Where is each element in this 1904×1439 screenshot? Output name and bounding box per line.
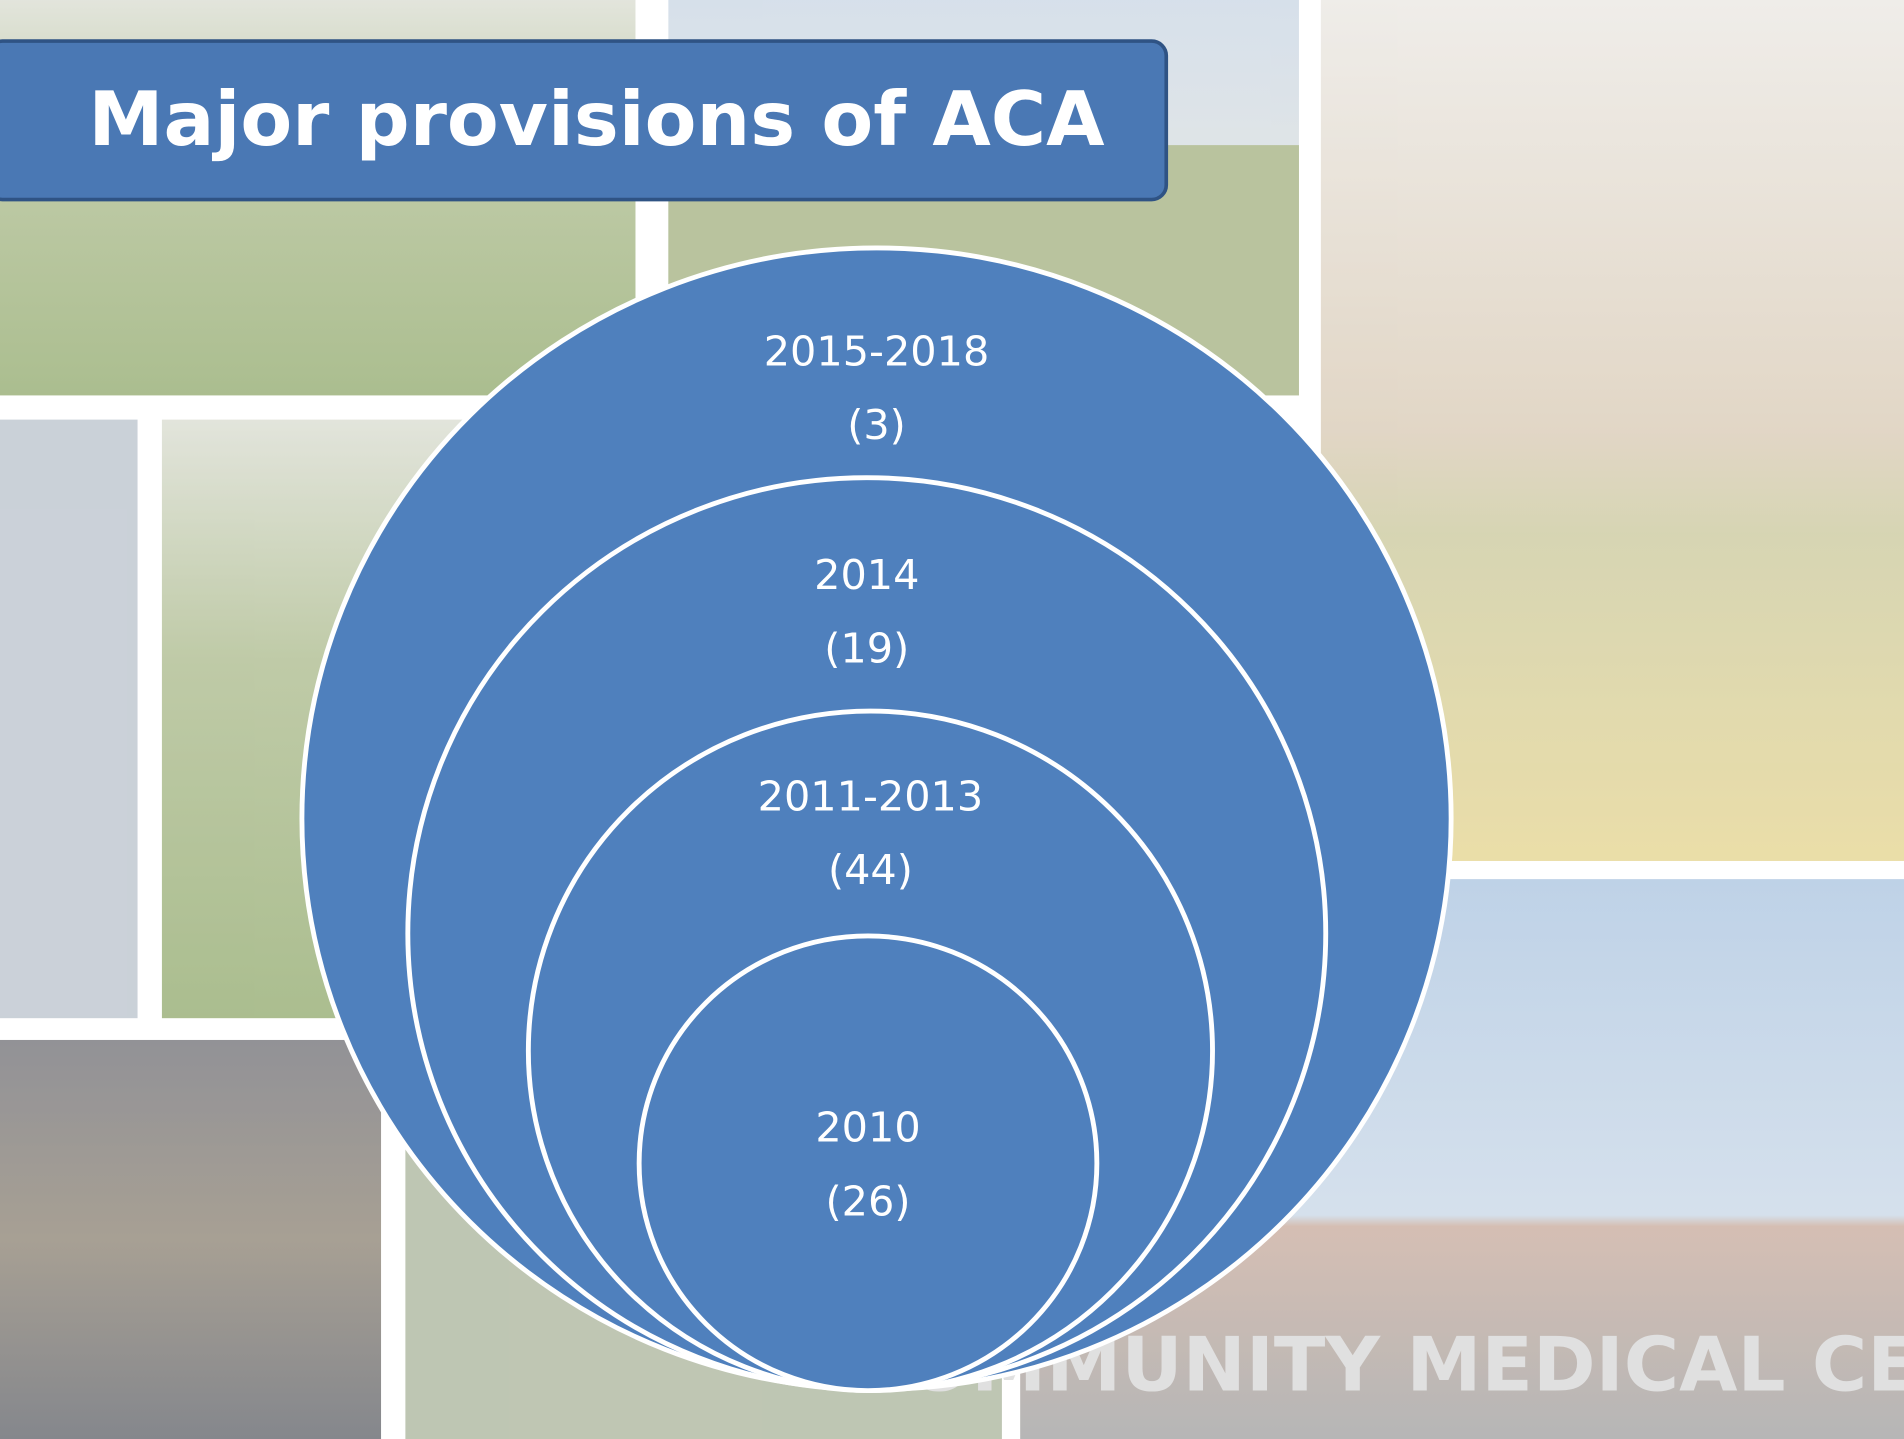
photo-night-city [0, 1040, 381, 1439]
period-label: 2014 [814, 551, 919, 599]
count-label: (19) [824, 625, 909, 673]
count-label: (26) [826, 1177, 911, 1225]
slide: COMMUNITY MEDICAL CENTER 2015-2018(3)201… [0, 0, 1904, 1439]
period-label: 2011-2013 [758, 772, 984, 820]
provision-circle [639, 936, 1097, 1391]
period-label: 2010 [815, 1104, 920, 1152]
page: COMMUNITY MEDICAL CENTER 2015-2018(3)201… [0, 0, 1904, 1439]
period-label: 2015-2018 [764, 327, 990, 375]
count-label: (3) [847, 401, 906, 449]
nested-circles: 2015-2018 (3) 2014 (19) 2011-2013 (44) 2010 (26… [302, 248, 1451, 1391]
slide-title: Major provisions of ACA [88, 75, 1104, 163]
count-label: (44) [828, 846, 913, 894]
photo-lake [0, 420, 138, 1019]
